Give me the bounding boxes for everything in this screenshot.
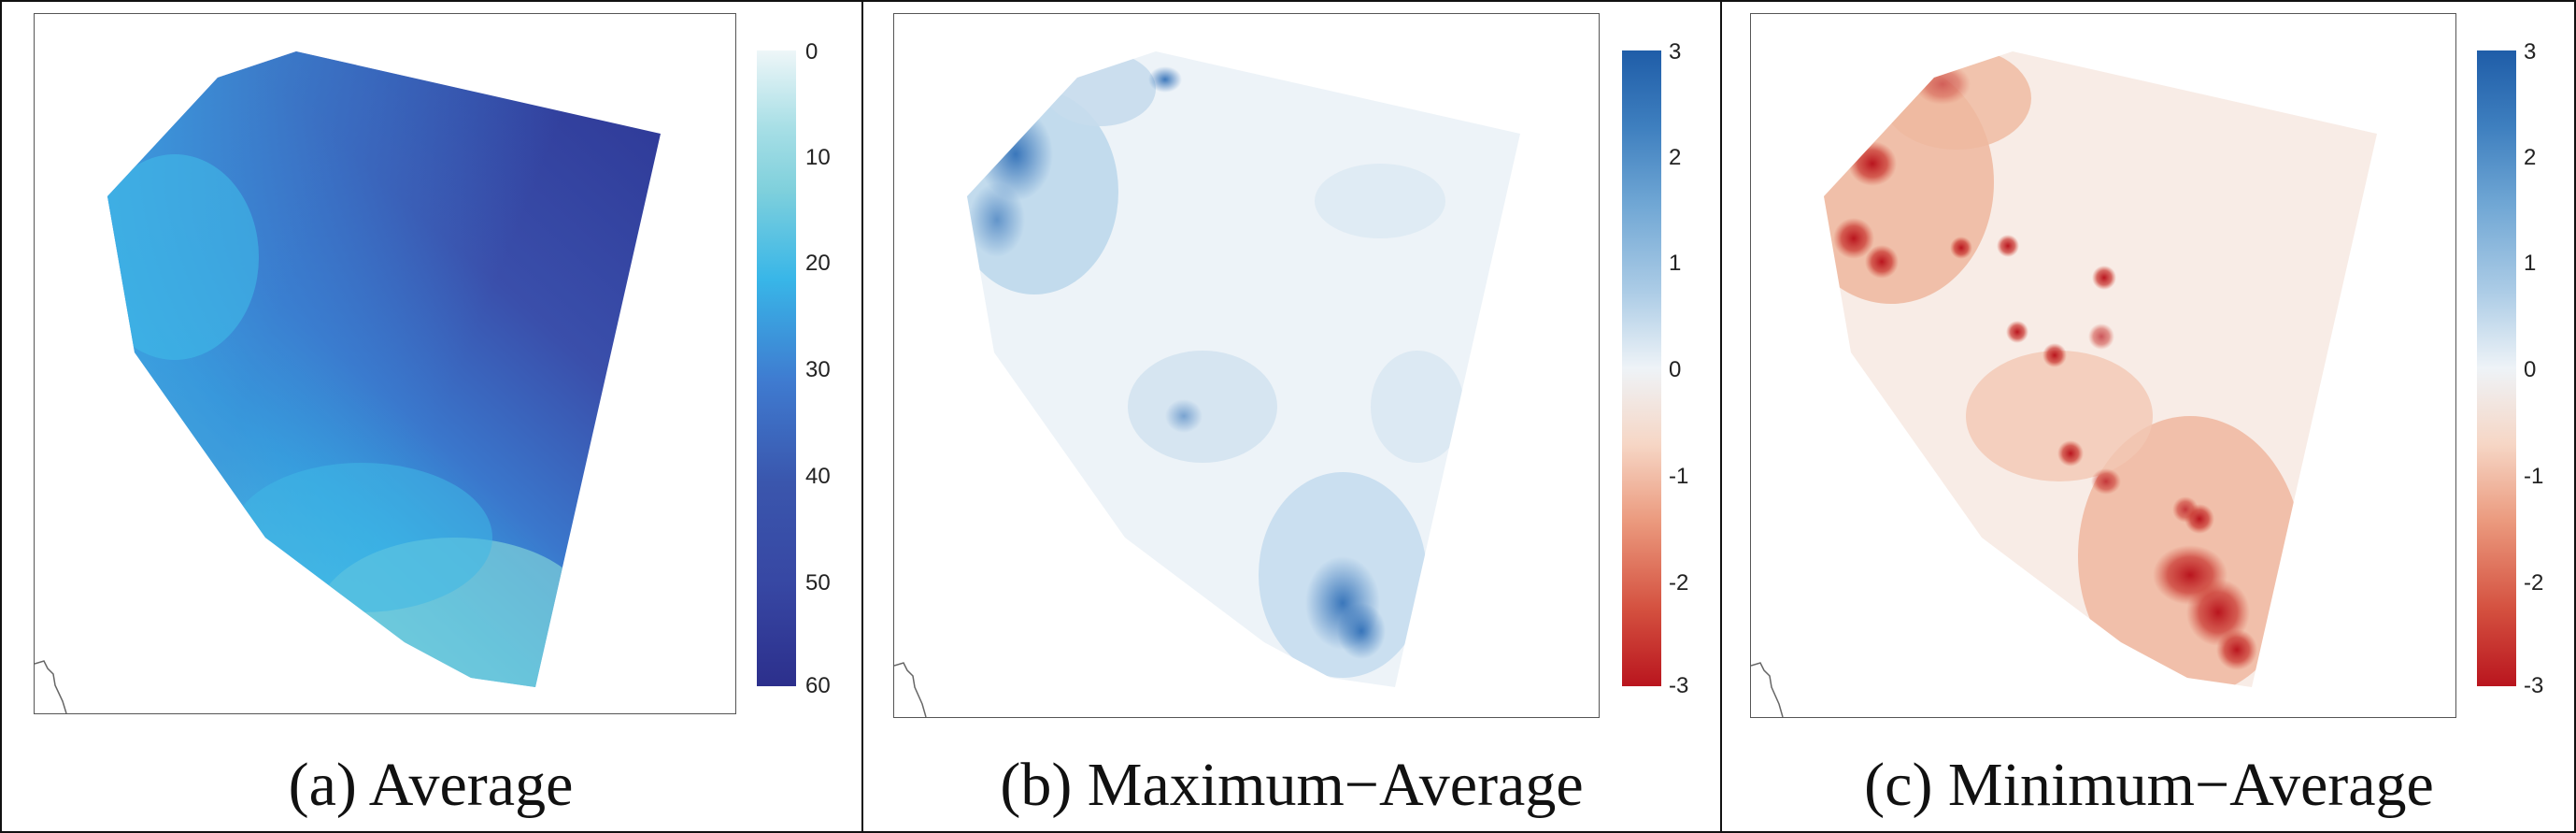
- panel-average: 0 10 20 30 40 50 60 (a) Average: [2, 2, 860, 831]
- colorbar-tick: -3: [1669, 673, 1689, 698]
- colorbar-tick: 30: [805, 357, 831, 382]
- colorbar-tick: 1: [2524, 251, 2537, 276]
- colorbar-tick: 2: [2524, 145, 2537, 170]
- map-max-svg: [894, 51, 1520, 717]
- colorbar-tick: -2: [1669, 570, 1689, 596]
- colorbar-tick: 3: [2524, 39, 2537, 65]
- map-average: [34, 13, 736, 714]
- colorbar-tick: 0: [1669, 357, 1682, 382]
- map-average-svg: [35, 51, 661, 713]
- coastline: [1751, 662, 1784, 717]
- colorbar-tick: 0: [2524, 357, 2537, 382]
- panel-min-minus-average: 3 2 1 0 -1 -2 -3 (c) Minimum−Average: [1720, 2, 2576, 831]
- map-max-minus-average: [893, 13, 1600, 718]
- caption-average: (a) Average: [288, 751, 574, 819]
- colorbar-tick: -1: [1669, 464, 1689, 489]
- coastline: [35, 660, 67, 713]
- map-min-svg: [1751, 51, 2377, 717]
- colorbar-tick: -2: [2524, 570, 2544, 596]
- colorbar-tick: 2: [1669, 145, 1682, 170]
- colorbar-tick: -3: [2524, 673, 2544, 698]
- map-min-minus-average: [1750, 13, 2456, 718]
- colorbar-average: [757, 50, 796, 686]
- colorbar-tick: -1: [2524, 464, 2544, 489]
- panel-max-minus-average: 3 2 1 0 -1 -2 -3 (b) Maximum−Average: [861, 2, 1720, 831]
- coastline: [894, 662, 927, 717]
- colorbar-tick: 50: [805, 570, 831, 596]
- colorbar-min-minus-average: [2477, 50, 2516, 686]
- colorbar-tick: 1: [1669, 251, 1682, 276]
- caption-max-minus-average: (b) Maximum−Average: [1000, 751, 1584, 819]
- colorbar-tick: 60: [805, 673, 831, 698]
- colorbar-tick: 20: [805, 251, 831, 276]
- colorbar-max-minus-average: [1622, 50, 1661, 686]
- colorbar-tick: 10: [805, 145, 831, 170]
- caption-min-minus-average: (c) Minimum−Average: [1864, 751, 2434, 819]
- colorbar-tick: 3: [1669, 39, 1682, 65]
- colorbar-tick: 0: [805, 39, 818, 65]
- colorbar-tick: 40: [805, 464, 831, 489]
